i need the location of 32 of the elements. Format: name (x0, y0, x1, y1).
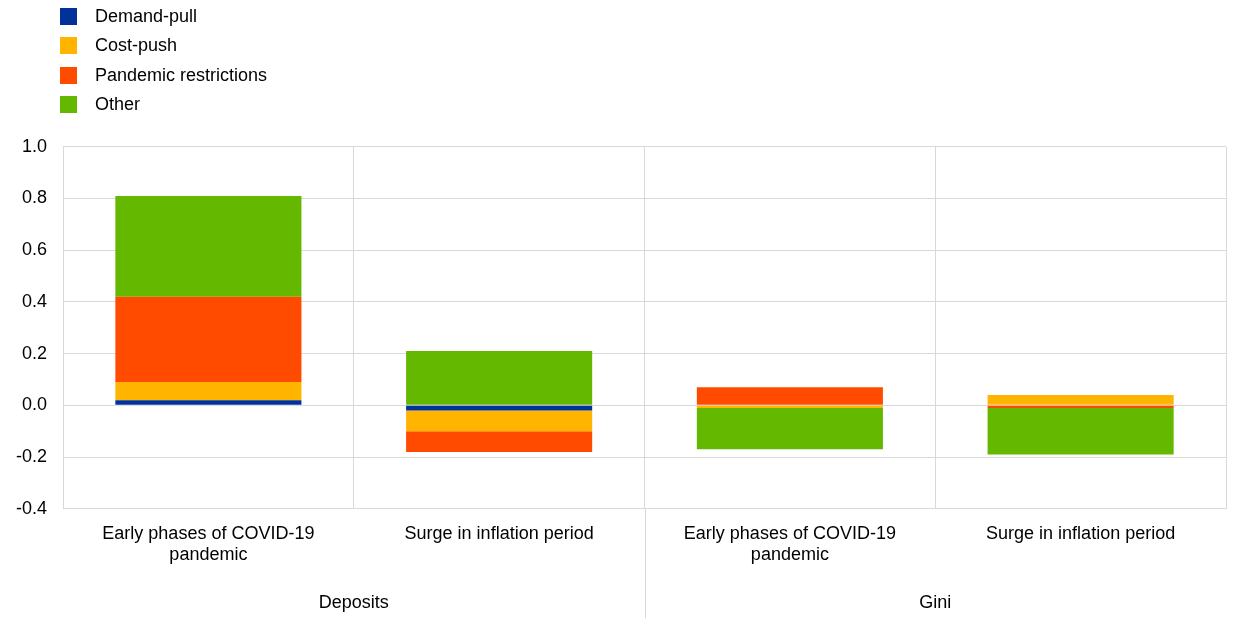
text: Gini (919, 591, 952, 612)
y-tick-label: 0.8 (21, 187, 48, 208)
bar (406, 410, 593, 432)
y-tick-label: -0.2 (15, 446, 48, 467)
legend-label: Pandemic restrictions (95, 64, 268, 86)
bar (987, 405, 1174, 408)
bar (115, 195, 302, 297)
bar (406, 351, 593, 405)
bar (115, 382, 302, 401)
legend-label: Cost-push (95, 35, 178, 57)
bar (987, 407, 1174, 455)
text: Deposits (318, 591, 389, 612)
bar (115, 296, 302, 383)
bar (406, 431, 593, 452)
legend-label: Demand-pull (95, 6, 198, 28)
y-tick-label: 0.0 (21, 394, 48, 415)
y-tick-label: -0.4 (15, 497, 48, 518)
bar (115, 400, 302, 405)
y-tick-label: 1.0 (21, 135, 48, 156)
bar (987, 395, 1174, 405)
x-tick-label: Early phases of COVID-19 pandemic (102, 522, 315, 565)
y-tick-label: 0.2 (21, 342, 48, 363)
bar (696, 405, 883, 408)
x-tick-label: Early phases of COVID-19 pandemic (683, 522, 896, 565)
x-tick-label: Surge in inflation period (986, 522, 1176, 543)
x-tick-label: Surge in inflation period (404, 522, 594, 543)
bar (696, 407, 883, 450)
bar (696, 387, 883, 405)
bar (406, 405, 593, 411)
y-tick-label: 0.6 (21, 239, 48, 260)
y-tick-label: 0.4 (21, 290, 48, 311)
legend-label: Other (95, 94, 141, 116)
